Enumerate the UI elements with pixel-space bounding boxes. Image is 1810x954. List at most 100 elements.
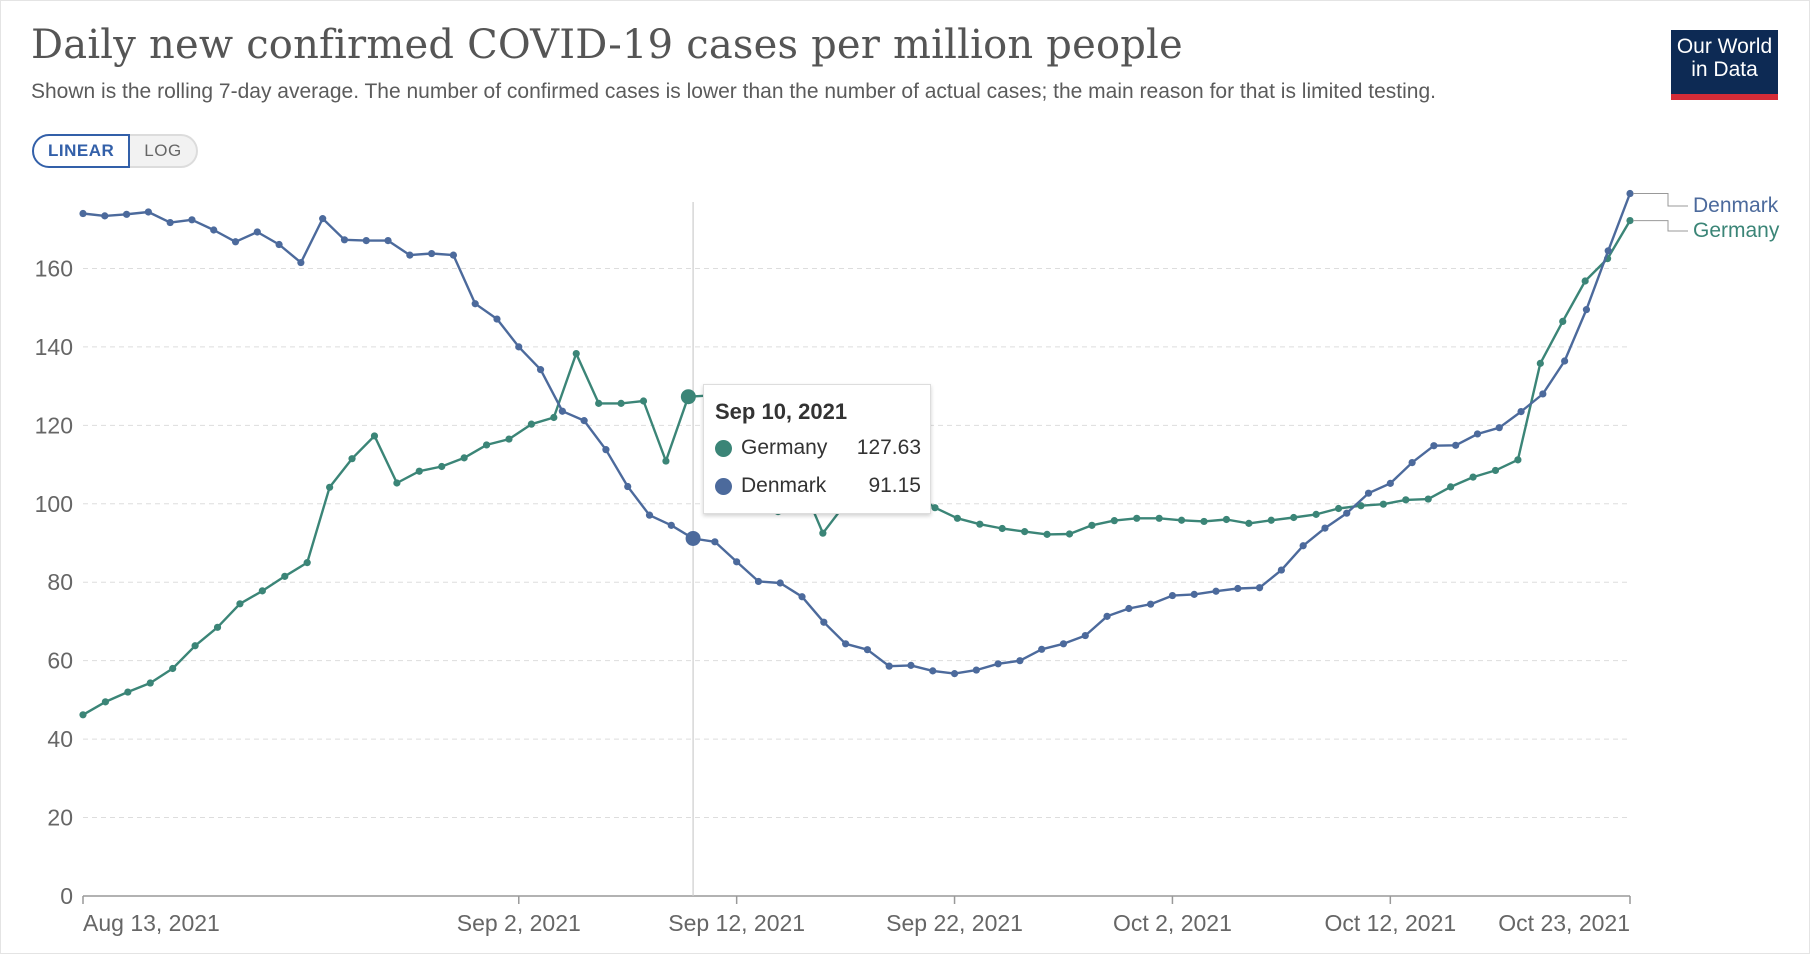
denmark-data-point [1495,424,1503,432]
chart-subtitle: Shown is the rolling 7-day average. The … [31,80,1437,103]
germany-data-point [370,432,379,440]
germany-data-point [931,504,939,512]
denmark-data-point [144,208,152,216]
logo-line-1: Our World [1676,35,1773,58]
denmark-data-point [1016,657,1024,665]
denmark-data-point [384,236,392,245]
log-scale-button[interactable]: LOG [130,134,198,168]
germany-data-point [1334,504,1343,513]
denmark-data-point [994,660,1002,668]
germany-data-point [393,479,401,487]
linear-scale-button[interactable]: LINEAR [32,134,131,168]
denmark-data-point [820,618,828,626]
denmark-data-point [972,666,980,674]
denmark-data-point [863,646,871,654]
denmark-data-point [1038,645,1046,653]
denmark-line [82,193,1632,675]
germany-data-point [1222,515,1231,524]
grid-lines [83,267,1630,819]
germany-data-point [326,483,334,491]
germany-data-point [527,420,536,428]
germany-data-point [101,698,110,706]
denmark-end-label: Denmark [1693,194,1779,217]
denmark-data-point [1081,631,1089,640]
germany-data-point [438,462,446,471]
germany-data-point [1559,317,1567,325]
denmark-data-point [297,258,305,267]
germany-data-point [213,623,222,631]
germany-data-point [1514,456,1522,464]
denmark-data-point [602,446,610,454]
denmark-data-point [558,407,566,415]
germany-end-label: Germany [1693,219,1780,242]
denmark-data-point [1539,390,1547,398]
x-tick-label: Aug 13, 2021 [83,910,220,936]
germany-data-point [348,455,356,463]
germany-data-point [595,399,603,407]
x-tick-label: Sep 12, 2021 [668,910,805,936]
germany-data-point [1110,517,1118,525]
germany-data-point [998,524,1006,533]
germany-data-point [1469,473,1477,481]
denmark-label-connector [1633,193,1688,207]
denmark-data-point [340,236,349,244]
denmark-data-point [122,210,131,218]
germany-data-point [1402,496,1410,504]
germany-data-point [1155,514,1163,522]
germany-data-point [1177,516,1186,524]
germany-data-point [303,559,311,567]
denmark-data-point [188,216,196,224]
denmark-data-point [210,226,218,234]
denmark-data-point [667,521,675,529]
denmark-data-point [798,593,806,601]
denmark-data-point [776,579,784,587]
germany-data-point [1626,216,1634,225]
x-tick-label: Oct 2, 2021 [1113,910,1232,936]
denmark-data-point [754,577,763,586]
logo-line-2: in Data [1691,58,1758,81]
denmark-data-point [711,538,719,546]
denmark-data-point [885,662,893,670]
denmark-data-point [1430,442,1438,450]
logo-accent-bar [1671,94,1778,100]
tooltip-row-denmark: Denmark 91.15 [715,472,921,500]
germany-data-point [1290,513,1298,522]
germany-data-point [1065,530,1074,538]
tooltip-row-germany: Germany 127.63 [715,434,921,462]
germany-data-point [639,397,648,405]
denmark-data-point [449,251,458,259]
germany-data-point [617,399,625,407]
scale-toggle: LINEAR LOG [32,134,198,168]
denmark-data-point [624,482,632,491]
germany-data-point [662,457,670,465]
denmark-data-point [166,218,174,227]
germany-data-point [1245,519,1253,527]
denmark-data-point [275,240,283,249]
germany-highlight-point [680,389,696,405]
denmark-data-point [1408,458,1416,467]
tooltip-series-name: Germany [741,436,828,459]
denmark-data-point [406,251,414,259]
denmark-data-point [536,366,545,374]
germany-data-point [550,413,558,422]
y-tick-label: 0 [60,883,73,909]
denmark-color-dot [715,477,732,495]
denmark-data-point [1626,189,1634,198]
germany-data-point [281,572,289,580]
denmark-data-point [929,667,937,675]
tooltip-series-value: 91.15 [868,474,921,497]
denmark-data-point [1343,509,1351,517]
denmark-data-point [1582,306,1591,314]
germany-data-point [819,529,827,537]
tooltip-date: Sep 10, 2021 [715,399,848,424]
germany-data-point [258,587,266,595]
hover-tooltip: Sep 10, 2021 Germany 127.63 Denmark 91.1… [703,384,931,514]
germany-data-point [1312,510,1320,518]
germany-data-point [191,642,199,650]
owid-logo[interactable]: Our World in Data [1671,30,1778,100]
germany-data-point [146,679,154,687]
germany-data-point [1043,530,1051,538]
denmark-data-point [1103,612,1111,620]
denmark-data-point [1277,566,1285,574]
denmark-data-point [493,315,501,323]
